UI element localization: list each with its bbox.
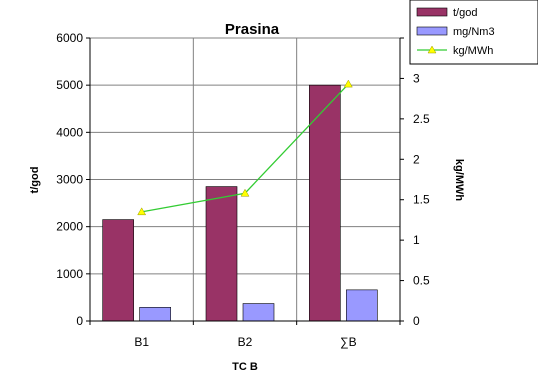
point-kg-mwh-b2 — [240, 188, 250, 197]
legend-label-t-god: t/god — [453, 7, 477, 19]
x-axis-ticks: B1 B2 ∑B — [89, 321, 401, 349]
legend-marker-kg-mwh — [427, 45, 437, 54]
y-tick-label: 5000 — [56, 78, 83, 92]
y2-tick-label: 0 — [413, 314, 420, 328]
chart-title: Prasina — [225, 21, 280, 38]
y2-tick-label: 2 — [413, 152, 420, 166]
bar-mg-nm3-b — [346, 289, 378, 322]
bars — [102, 84, 378, 322]
legend-label-mg-nm3: mg/Nm3 — [453, 26, 495, 38]
x-tick-label: B2 — [238, 335, 253, 349]
y2-tick-label: 0.5 — [413, 274, 430, 288]
bar-mg-nm3-b2 — [242, 303, 275, 322]
bar-t-god-b1 — [102, 219, 134, 322]
y-tick-label: 1000 — [56, 267, 83, 281]
left-axis-ticks: 0 1000 2000 3000 4000 5000 6000 — [56, 31, 90, 328]
y2-tick-label: 1.5 — [413, 193, 430, 207]
y-tick-label: 3000 — [56, 173, 83, 187]
y2-tick-label: 1 — [413, 233, 420, 247]
legend-entry-t-god: t/god — [416, 7, 477, 19]
legend-swatch-mg-nm3 — [416, 26, 448, 36]
bar-t-god-b2 — [205, 186, 238, 322]
legend-label-kg-mwh: kg/MWh — [453, 45, 493, 57]
y-axis-label: t/god — [29, 167, 41, 194]
y-tick-label: 6000 — [56, 31, 83, 45]
gridlines — [90, 37, 400, 321]
x-tick-label: B1 — [134, 335, 149, 349]
x-tick-label: ∑B — [340, 335, 357, 349]
legend-entry-mg-nm3: mg/Nm3 — [416, 26, 495, 38]
y-tick-label: 0 — [76, 314, 83, 328]
y2-tick-label: 2.5 — [413, 112, 430, 126]
legend-entry-kg-mwh: kg/MWh — [417, 45, 493, 57]
y-tick-label: 4000 — [56, 125, 83, 139]
point-kg-mwh-b — [343, 79, 353, 88]
line-series — [137, 79, 353, 216]
bar-mg-nm3-b1 — [139, 307, 171, 322]
legend: t/god mg/Nm3 kg/MWh — [409, 0, 538, 65]
y-tick-label: 2000 — [56, 220, 83, 234]
legend-swatch-t-god — [416, 7, 448, 17]
point-kg-mwh-b1 — [137, 207, 147, 216]
bar-t-god-b — [309, 84, 341, 322]
y2-tick-label: 3 — [413, 71, 420, 85]
y2-axis-label: kg/MWh — [453, 159, 465, 201]
x-axis-label: TC B — [232, 361, 258, 372]
